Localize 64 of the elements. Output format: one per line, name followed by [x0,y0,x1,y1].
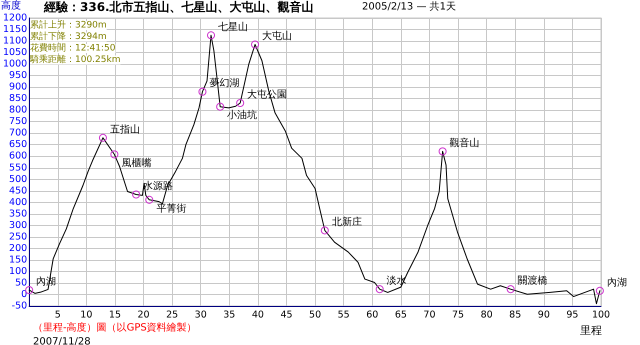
x-tick-label: 55 [338,310,350,320]
annotation: 小油坑 [227,109,258,122]
y-tick-label: 900 [9,82,28,93]
y-tick-label: 450 [9,185,28,196]
annotation: 累計上升：3290m [30,20,107,30]
y-tick-label: 1200 [2,12,28,24]
annotation: 五指山 [110,123,140,136]
y-tick-label: 750 [9,116,28,128]
y-tick-label: 150 [9,254,28,266]
x-tick-label: 30 [194,310,207,320]
y-tick-label: 100 [9,266,28,277]
annotation: 內湖 [606,276,627,288]
x-tick-label: 70 [423,310,436,320]
y-tick-label: 200 [9,242,28,254]
y-tick-label: 1050 [2,47,28,58]
x-tick-label: 35 [223,310,236,320]
x-tick-label: 85 [509,310,522,320]
x-tick-label: 5 [54,310,61,320]
y-axis-title: 高度 [1,0,21,12]
x-tick-label: 10 [80,310,92,320]
y-tick-label: -50 [12,300,28,312]
y-tick-label: 50 [15,277,28,288]
x-tick-label: 40 [252,310,264,320]
y-tick-label: 1100 [2,36,28,47]
annotation: 大屯山 [262,30,292,42]
y-tick-label: 650 [9,139,28,150]
y-tick-label: 800 [9,104,28,116]
x-tick-label: 95 [566,310,578,320]
y-tick-label: 600 [9,150,28,162]
x-tick-label: 60 [366,310,378,320]
y-tick-label: 950 [9,70,28,82]
x-tick-label: 15 [108,310,121,320]
chart-subtitle: 2005/2/13 — 共1天 [362,0,456,12]
y-tick-label: 400 [9,196,28,208]
annotation: 關渡橋 [518,274,548,287]
x-tick-label: 100 [592,310,610,320]
x-tick-label: 90 [538,310,550,320]
y-tick-label: 700 [9,128,28,139]
x-tick-label: 65 [394,310,407,320]
y-tick-label: 350 [9,208,28,220]
x-tick-label: 45 [280,310,293,320]
y-tick-label: 250 [9,231,28,242]
chart-title: 經驗：336.北市五指山、七星山、大屯山、觀音山 [43,0,314,14]
annotation: 風櫃嘴 [121,156,152,169]
annotation: 平菁街 [156,202,186,214]
y-tick-label: 1000 [2,58,28,70]
x-tick-label: 50 [309,310,322,320]
y-tick-label: 850 [9,93,28,104]
y-tick-label: 300 [9,220,28,231]
x-tick-label: 20 [137,310,150,320]
x-tick-label: 80 [480,310,493,320]
annotation: 累計下降：3294m [30,31,107,42]
y-tick-label: 1150 [2,24,28,36]
annotation: 觀音山 [450,136,480,149]
x-tick-label: 25 [166,310,178,320]
annotation: 騎乘距離：100.25km [29,54,120,65]
annotation: 花費時間：12:41:50 [30,42,116,54]
y-tick-label: 500 [9,174,28,185]
annotation: 七星山 [218,20,248,33]
text: （里程-高度）圖（以GPS資料繪製） [33,322,197,334]
y-tick-label: 550 [9,162,28,174]
x-axis-title: 里程 [580,324,602,337]
annotation: 北新庄 [332,216,362,228]
x-tick-label: 75 [452,310,464,320]
